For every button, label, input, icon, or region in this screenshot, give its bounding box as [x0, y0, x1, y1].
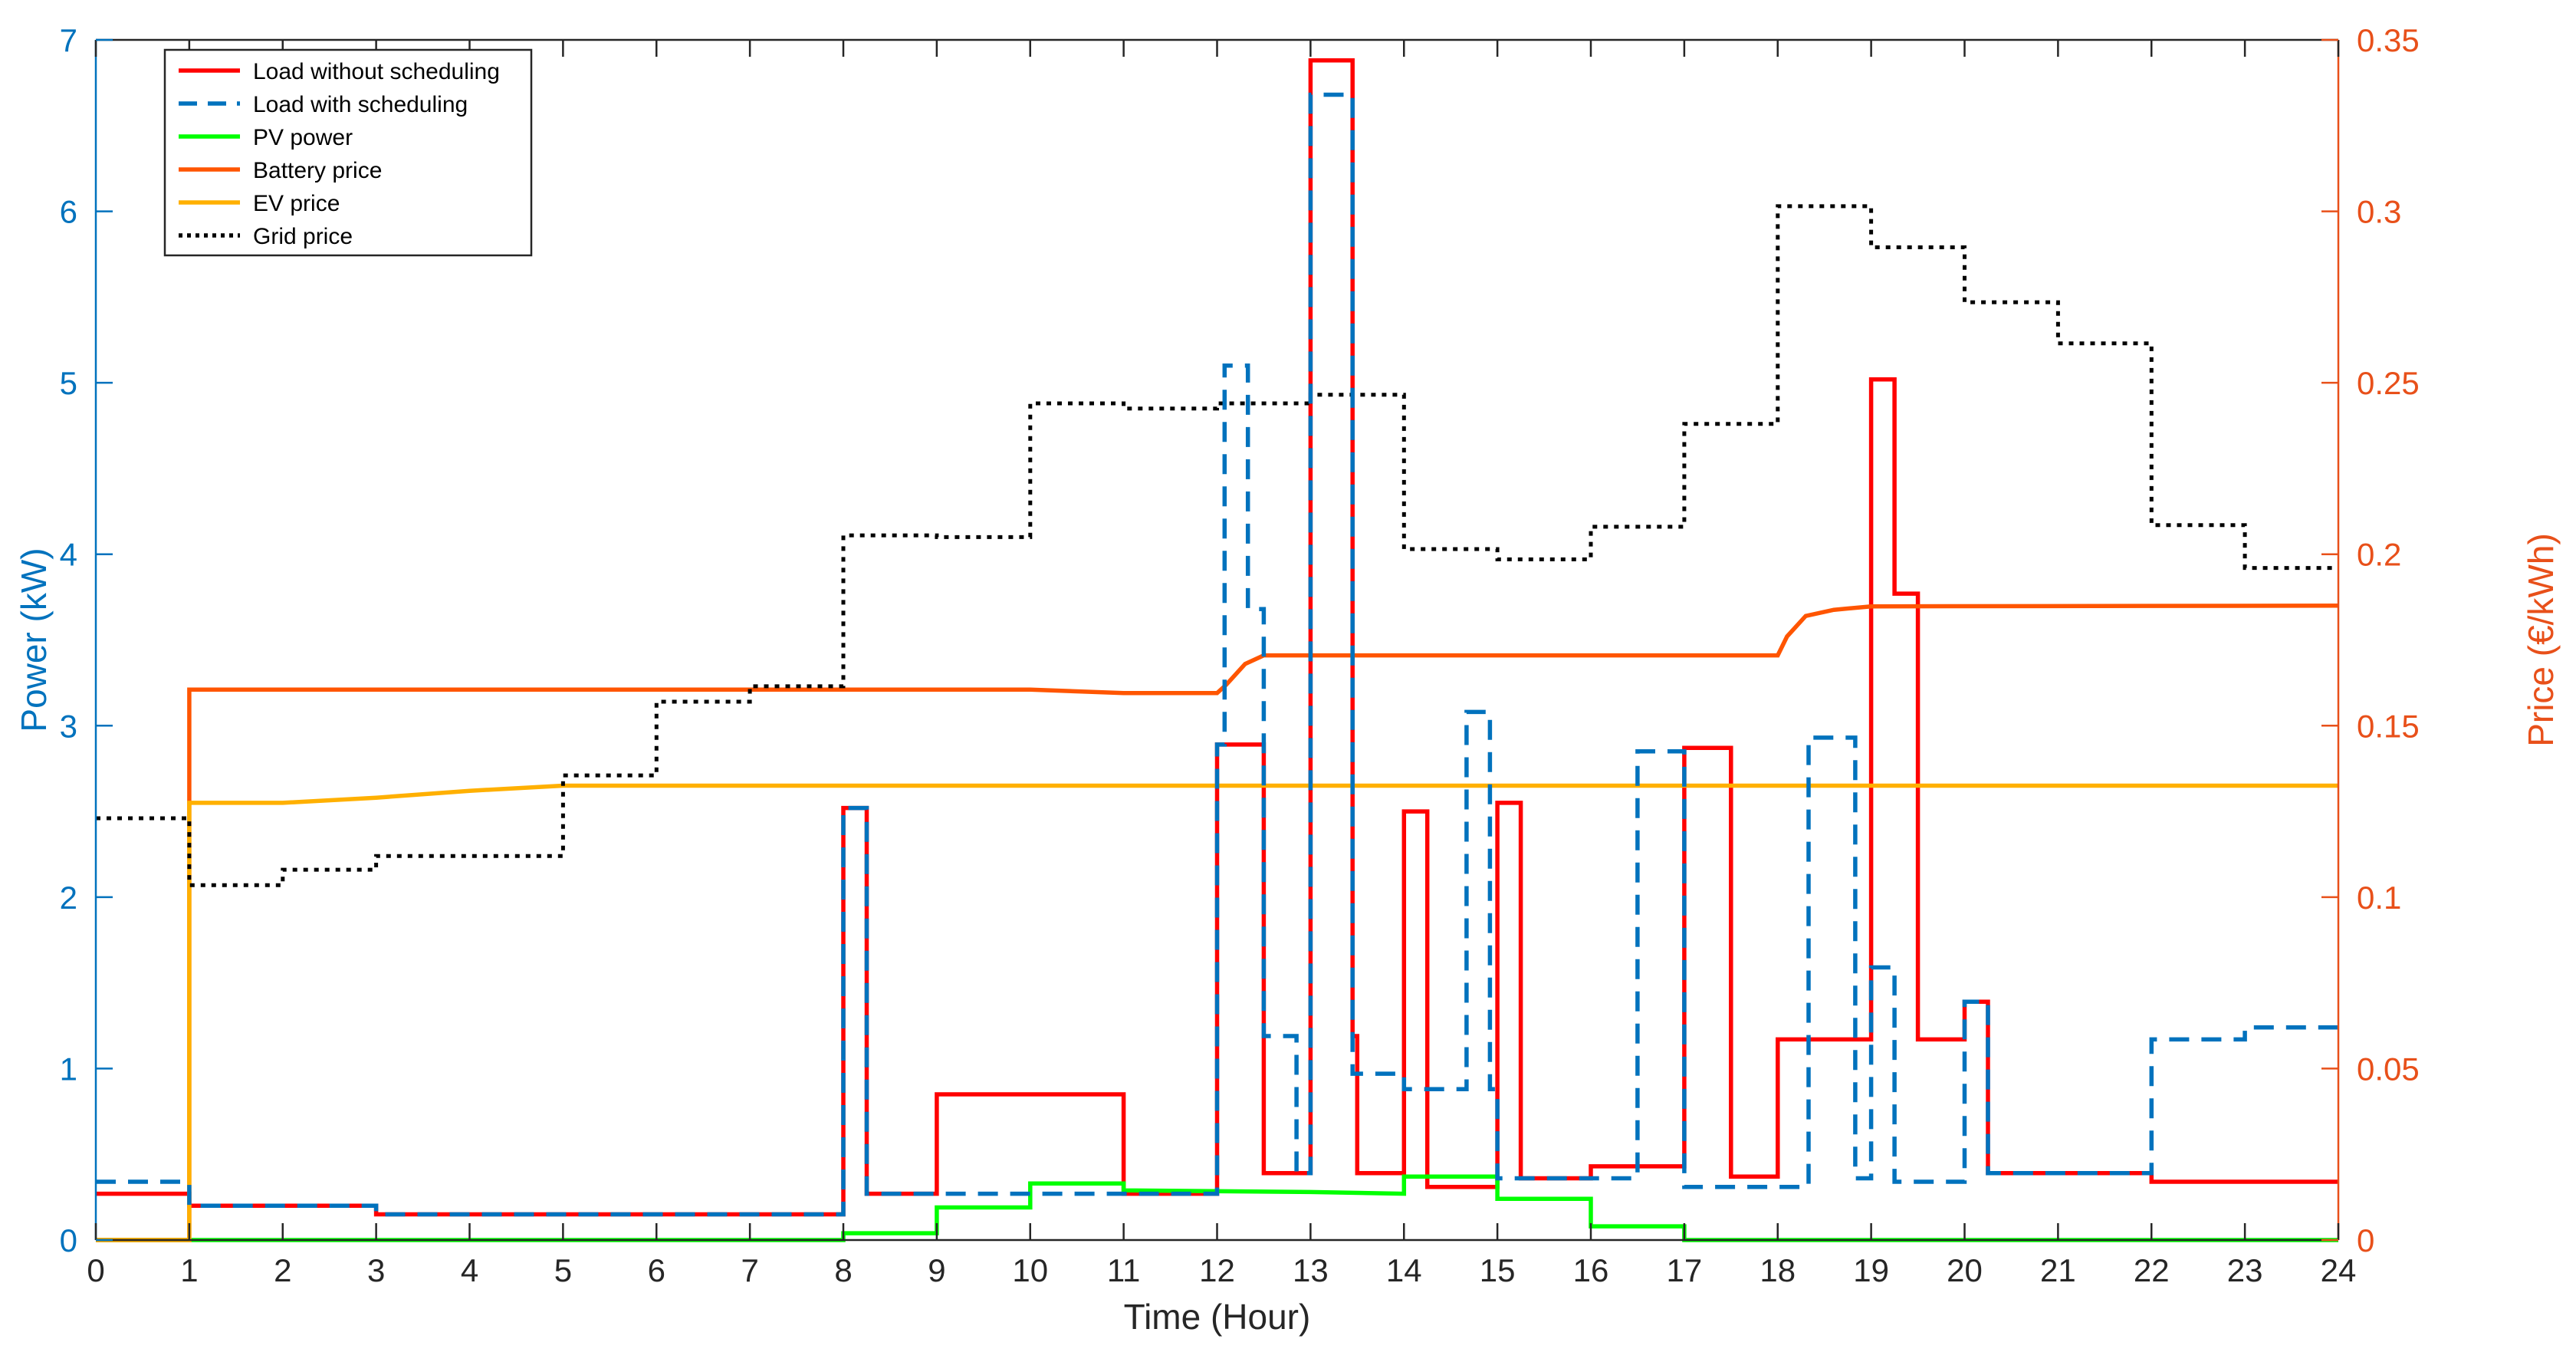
- left-y-tick-label: 3: [60, 708, 77, 744]
- x-tick-label: 6: [648, 1252, 665, 1288]
- series-line-load-without-scheduling: [96, 58, 2338, 1217]
- legend-label: Load with scheduling: [253, 92, 468, 117]
- axes-layer: 0 1 2 3 4 5 6 7 8 9 10 11 12 13 14 15 16 17 18 19 20 21 22 23 24…: [14, 22, 2561, 1337]
- series-line-load-with-scheduling: [96, 92, 2338, 1217]
- left-y-tick-label: 7: [60, 22, 77, 58]
- legend-label: PV power: [253, 125, 353, 150]
- x-axis-title: Time (Hour): [1124, 1297, 1311, 1337]
- legend-label: Grid price: [253, 224, 353, 249]
- right-y-tick-label: 0.15: [2357, 708, 2420, 744]
- x-tick-label: 20: [1947, 1252, 1983, 1288]
- right-y-tick-label: 0.1: [2357, 880, 2401, 916]
- right-y-tick-label: 0.3: [2357, 194, 2401, 230]
- left-y-tick-label: 1: [60, 1051, 77, 1087]
- legend-label: EV price: [253, 191, 340, 216]
- x-tick-label: 21: [2040, 1252, 2076, 1288]
- legend-label: Load without scheduling: [253, 59, 500, 84]
- left-y-tick-label: 4: [60, 537, 77, 573]
- x-tick-label: 11: [1107, 1252, 1141, 1288]
- left-y-tick-label: 0: [60, 1222, 77, 1258]
- series-line-ev-price: [96, 783, 2338, 1242]
- x-tick-label: 15: [1480, 1252, 1516, 1288]
- x-tick-label: 1: [180, 1252, 198, 1288]
- right-y-axis-title: Price (€/kWh): [2521, 533, 2561, 747]
- x-tick-label: 8: [834, 1252, 852, 1288]
- x-tick-label: 7: [741, 1252, 758, 1288]
- x-tick-label: 13: [1293, 1252, 1329, 1288]
- x-tick-label: 19: [1853, 1252, 1889, 1288]
- x-tick-label: 12: [1199, 1252, 1235, 1288]
- right-y-tick-label: 0.05: [2357, 1051, 2420, 1087]
- right-y-tick-label: 0: [2357, 1222, 2374, 1258]
- x-tick-label: 9: [928, 1252, 945, 1288]
- x-tick-label: 22: [2134, 1252, 2170, 1288]
- x-tick-label: 14: [1386, 1252, 1422, 1288]
- series-line-battery-price: [96, 604, 2339, 1242]
- x-tick-label: 0: [87, 1252, 104, 1288]
- x-tick-label: 18: [1760, 1252, 1796, 1288]
- x-tick-label: 4: [461, 1252, 478, 1288]
- left-y-axis-title: Power (kW): [14, 548, 54, 732]
- x-tick-label: 3: [367, 1252, 385, 1288]
- series-line-grid-price: [96, 204, 2338, 887]
- left-y-tick-label: 5: [60, 365, 77, 401]
- right-y-tick-label: 0.2: [2357, 537, 2401, 573]
- x-tick-label: 16: [1573, 1252, 1609, 1288]
- right-y-tick-label: 0.25: [2357, 365, 2420, 401]
- legend-box: [163, 48, 533, 257]
- x-tick-label: 24: [2321, 1252, 2357, 1288]
- x-tick-label: 5: [554, 1252, 572, 1288]
- legend-label: Battery price: [253, 158, 382, 183]
- left-y-tick-label: 6: [60, 194, 77, 230]
- x-tick-label: 17: [1667, 1252, 1703, 1288]
- x-tick-label: 10: [1012, 1252, 1048, 1288]
- x-tick-label: 23: [2227, 1252, 2263, 1288]
- left-y-tick-label: 2: [60, 880, 77, 916]
- x-tick-label: 2: [274, 1252, 291, 1288]
- legend: Load without scheduling Load with schedul…: [163, 48, 533, 257]
- right-y-tick-label: 0.35: [2357, 22, 2420, 58]
